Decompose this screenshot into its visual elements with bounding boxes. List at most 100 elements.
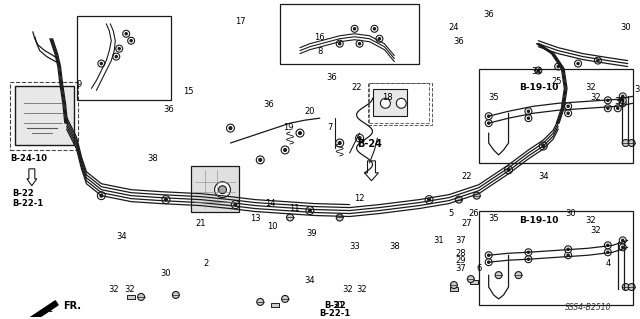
Circle shape — [353, 28, 356, 30]
Circle shape — [358, 137, 361, 139]
Text: 35: 35 — [488, 93, 499, 102]
Circle shape — [607, 99, 609, 101]
Text: 12: 12 — [355, 194, 365, 203]
Circle shape — [567, 105, 570, 108]
Circle shape — [227, 124, 234, 132]
Circle shape — [621, 246, 624, 249]
Circle shape — [100, 194, 103, 197]
Circle shape — [527, 251, 529, 254]
Text: 7: 7 — [327, 122, 332, 132]
Circle shape — [515, 271, 522, 278]
Circle shape — [287, 214, 294, 221]
Text: 24: 24 — [449, 23, 459, 32]
Text: 17: 17 — [235, 17, 246, 26]
Text: 18: 18 — [382, 93, 393, 102]
Circle shape — [306, 207, 314, 214]
Circle shape — [97, 192, 106, 200]
Circle shape — [485, 120, 492, 127]
Circle shape — [338, 142, 341, 145]
Text: B-24-10: B-24-10 — [10, 154, 47, 163]
Circle shape — [164, 198, 168, 201]
Bar — [127, 295, 135, 299]
Circle shape — [376, 35, 383, 42]
Text: 21: 21 — [195, 219, 206, 228]
Circle shape — [620, 93, 626, 100]
Text: 30: 30 — [332, 301, 343, 310]
Circle shape — [214, 182, 230, 198]
Circle shape — [604, 105, 611, 112]
Circle shape — [620, 97, 626, 104]
Circle shape — [256, 156, 264, 164]
Text: 30: 30 — [620, 23, 631, 32]
Circle shape — [259, 159, 262, 161]
FancyBboxPatch shape — [374, 89, 407, 116]
Text: 34: 34 — [116, 232, 127, 241]
Text: B-24: B-24 — [358, 139, 383, 149]
Circle shape — [527, 110, 529, 112]
Circle shape — [488, 122, 490, 124]
Text: B-19-10: B-19-10 — [518, 216, 558, 225]
Bar — [280, 4, 419, 63]
Bar — [77, 16, 171, 100]
Circle shape — [488, 261, 490, 263]
Text: 34: 34 — [305, 276, 316, 285]
Text: 36: 36 — [263, 100, 273, 109]
Text: B-22-1: B-22-1 — [319, 309, 350, 318]
Text: 22: 22 — [351, 83, 362, 92]
Circle shape — [356, 40, 363, 47]
Circle shape — [567, 248, 570, 250]
Circle shape — [116, 45, 123, 52]
Circle shape — [308, 209, 312, 212]
Circle shape — [607, 251, 609, 254]
Text: 32: 32 — [356, 286, 367, 294]
Circle shape — [495, 271, 502, 278]
Circle shape — [100, 63, 102, 65]
Text: 31: 31 — [434, 236, 444, 245]
Circle shape — [622, 139, 629, 146]
FancyBboxPatch shape — [191, 166, 239, 211]
Circle shape — [557, 65, 559, 68]
Text: 32: 32 — [342, 286, 353, 294]
Text: 36: 36 — [326, 73, 337, 82]
Circle shape — [525, 115, 532, 122]
Text: B-22-1: B-22-1 — [12, 199, 44, 208]
Circle shape — [351, 25, 358, 32]
Circle shape — [284, 148, 287, 152]
Text: 36: 36 — [483, 11, 494, 19]
Circle shape — [127, 37, 134, 44]
Circle shape — [130, 40, 132, 42]
Circle shape — [555, 63, 562, 70]
Circle shape — [616, 107, 619, 109]
FancyArrow shape — [365, 161, 378, 181]
Text: 5: 5 — [448, 209, 454, 218]
Circle shape — [525, 256, 532, 263]
Circle shape — [540, 142, 547, 150]
Circle shape — [604, 249, 611, 256]
Text: 26: 26 — [468, 209, 479, 218]
Text: SSS4-B2510: SSS4-B2510 — [564, 303, 611, 312]
Text: 36: 36 — [454, 37, 464, 46]
Circle shape — [567, 112, 570, 115]
Circle shape — [456, 196, 462, 203]
Circle shape — [373, 28, 376, 30]
Circle shape — [621, 99, 624, 101]
Circle shape — [371, 25, 378, 32]
Text: 36: 36 — [163, 105, 174, 114]
Text: 20: 20 — [305, 107, 315, 116]
Text: 30: 30 — [564, 209, 575, 218]
Bar — [10, 82, 77, 150]
Text: 32: 32 — [108, 286, 118, 294]
Text: 30: 30 — [161, 269, 172, 278]
Text: 16: 16 — [314, 33, 325, 42]
Circle shape — [488, 254, 490, 256]
Text: 29: 29 — [456, 256, 466, 265]
FancyArrow shape — [27, 169, 36, 186]
Circle shape — [98, 60, 105, 67]
Circle shape — [162, 196, 170, 204]
Circle shape — [567, 254, 570, 256]
Circle shape — [172, 292, 179, 299]
Text: 38: 38 — [389, 242, 400, 251]
Text: 19: 19 — [283, 122, 293, 132]
Bar — [479, 211, 633, 305]
Circle shape — [527, 258, 529, 260]
